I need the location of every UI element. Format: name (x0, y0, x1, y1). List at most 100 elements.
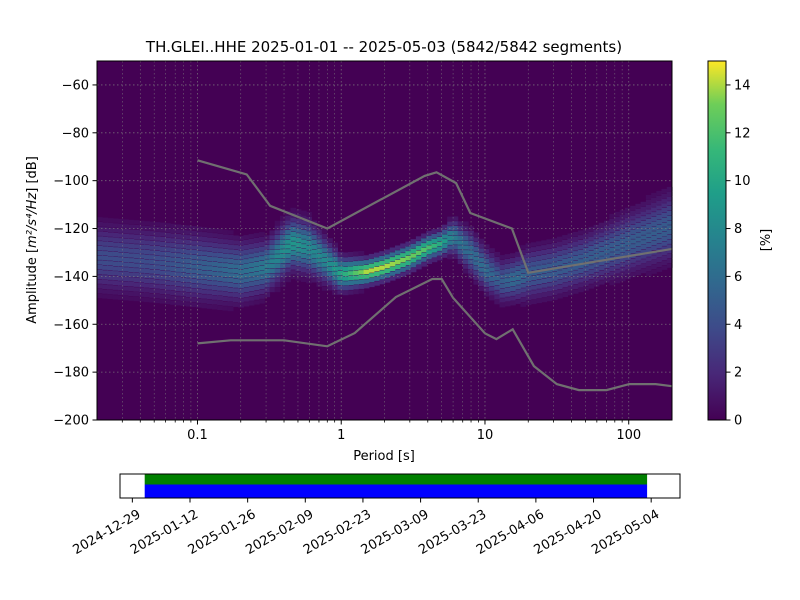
heatmap-cell (572, 284, 579, 289)
heatmap-cell (107, 265, 114, 271)
heatmap-cell (598, 246, 605, 252)
heatmap-cell (180, 277, 187, 282)
heatmap-cell (619, 238, 626, 243)
heatmap-cell (332, 242, 338, 247)
heatmap-cell (499, 269, 506, 274)
heatmap-cell (306, 255, 312, 260)
heatmap-cell (614, 259, 621, 265)
heatmap-cell (206, 256, 213, 261)
heatmap-cell (112, 266, 119, 271)
heatmap-cell (520, 249, 527, 255)
heatmap-cell (368, 253, 375, 259)
heatmap-cell (546, 258, 553, 263)
heatmap-cell (415, 265, 422, 270)
heatmap-cell (583, 252, 589, 258)
heatmap-cell (494, 280, 501, 286)
heatmap-cell (264, 249, 271, 255)
heatmap-cell (489, 286, 495, 291)
heatmap-cell (342, 257, 349, 262)
heatmap-cell (253, 252, 260, 257)
heatmap-cell (311, 225, 318, 230)
heatmap-cell (442, 248, 448, 253)
heatmap-cell (395, 255, 401, 260)
heatmap-cell (635, 261, 642, 266)
heatmap-cell (347, 252, 354, 257)
heatmap-cell (656, 205, 663, 210)
heatmap-cell (536, 260, 542, 265)
heatmap-cell (442, 239, 448, 244)
heatmap-cell (436, 227, 443, 232)
heatmap-cell (515, 280, 521, 285)
heatmap-cell (274, 263, 281, 269)
heatmap-cell (536, 255, 542, 261)
heatmap-cell (149, 250, 156, 255)
heatmap-cell (384, 249, 391, 254)
heatmap-cell (656, 190, 663, 196)
heatmap-cell (536, 241, 542, 246)
heatmap-cell (478, 272, 485, 277)
heatmap-cell (243, 244, 250, 250)
heatmap-cell (128, 243, 135, 249)
heatmap-cell (583, 257, 589, 262)
heatmap-cell (588, 284, 595, 289)
heatmap-cell (264, 278, 271, 283)
heatmap-cell (144, 240, 150, 245)
colorbar-tick-label: 10 (734, 174, 751, 189)
heatmap-cell (201, 275, 208, 280)
heatmap-cell (206, 270, 213, 276)
heatmap-cell (128, 248, 135, 253)
heatmap-cell (661, 212, 668, 218)
heatmap-cell (353, 265, 359, 271)
heatmap-cell (347, 290, 354, 295)
heatmap-cell (274, 287, 281, 293)
heatmap-cell (358, 274, 365, 280)
heatmap-cell (536, 250, 542, 256)
heatmap-cell (154, 293, 161, 299)
heatmap-cell (405, 251, 412, 256)
heatmap-cell (264, 292, 271, 298)
heatmap-cell (426, 254, 433, 260)
heatmap-cell (572, 260, 579, 266)
heatmap-cell (462, 264, 469, 269)
heatmap-cell (651, 259, 657, 265)
heatmap-cell (468, 274, 474, 279)
heatmap-cell (133, 272, 140, 278)
heatmap-cell (170, 262, 176, 267)
heatmap-cell (144, 235, 150, 240)
heatmap-cell (222, 301, 229, 306)
heatmap-cell (567, 243, 574, 248)
heatmap-cell (285, 215, 291, 220)
heatmap-cell (614, 221, 621, 226)
heatmap-cell (306, 212, 312, 217)
heatmap-cell (405, 255, 412, 261)
heatmap-cell (478, 277, 485, 282)
heatmap-cell (196, 274, 203, 279)
heatmap-cell (562, 249, 568, 254)
heatmap-cell (180, 301, 187, 306)
heatmap-cell (347, 275, 354, 281)
heatmap-cell (311, 254, 318, 259)
heatmap-cell (400, 253, 406, 258)
heatmap-cell (489, 253, 495, 258)
heatmap-cell (243, 278, 250, 283)
heatmap-cell (577, 240, 584, 245)
heatmap-cell (180, 296, 187, 302)
heatmap-cell (541, 283, 548, 288)
heatmap-cell (520, 292, 527, 298)
heatmap-cell (640, 220, 647, 226)
heatmap-cell (311, 244, 318, 249)
heatmap-cell (253, 281, 260, 286)
heatmap-cell (640, 225, 647, 231)
heatmap-cell (206, 266, 213, 271)
timeline-bar-blue (144, 484, 648, 498)
heatmap-cell (510, 291, 516, 296)
heatmap-cell (666, 201, 673, 206)
heatmap-cell (651, 231, 657, 236)
heatmap-cell (619, 248, 626, 253)
heatmap-cell (290, 250, 297, 256)
heatmap-cell (133, 249, 140, 254)
heatmap-cell (97, 274, 103, 279)
psd-plot-area (96, 60, 673, 421)
heatmap-cell (144, 225, 150, 231)
heatmap-cell (619, 276, 626, 282)
